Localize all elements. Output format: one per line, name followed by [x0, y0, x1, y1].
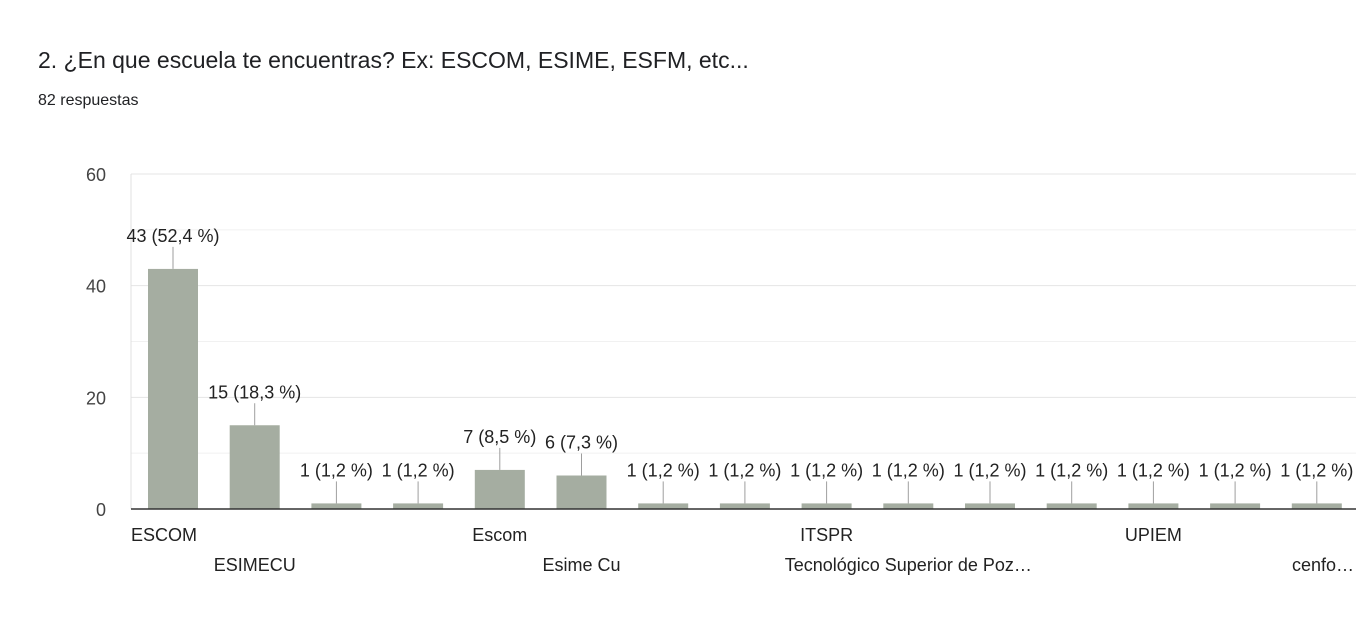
- data-label: 43 (52,4 %): [126, 226, 219, 246]
- x-tick-label: ESCOM: [131, 525, 197, 545]
- bar: [474, 469, 525, 509]
- y-tick-label: 20: [86, 388, 106, 408]
- data-label: 1 (1,2 %): [1280, 460, 1353, 480]
- x-tick-label: ITSPR: [800, 525, 853, 545]
- x-tick-label: cenfo…: [1292, 555, 1354, 575]
- y-tick-label: 0: [96, 500, 106, 520]
- data-label: 6 (7,3 %): [545, 433, 618, 453]
- bar: [1046, 503, 1097, 509]
- bar: [1128, 503, 1179, 509]
- data-label: 1 (1,2 %): [790, 460, 863, 480]
- bar: [638, 503, 689, 509]
- bar: [393, 503, 444, 509]
- x-tick-label: UPIEM: [1125, 525, 1182, 545]
- x-tick-label: Tecnológico Superior de Poz…: [785, 555, 1032, 575]
- data-label: 1 (1,2 %): [1035, 460, 1108, 480]
- bar: [229, 425, 280, 509]
- bar: [1210, 503, 1261, 509]
- bar: [556, 475, 607, 509]
- x-tick-label: ESIMECU: [214, 555, 296, 575]
- x-tick-label: Escom: [472, 525, 527, 545]
- data-label: 1 (1,2 %): [953, 460, 1026, 480]
- bar: [1291, 503, 1342, 509]
- data-label: 7 (8,5 %): [463, 427, 536, 447]
- data-label: 1 (1,2 %): [1199, 460, 1272, 480]
- bar: [148, 268, 198, 509]
- data-label: 1 (1,2 %): [382, 460, 455, 480]
- bar: [965, 503, 1015, 509]
- data-label: 1 (1,2 %): [708, 460, 781, 480]
- response-count: 82 respuestas: [38, 92, 139, 109]
- bar: [719, 503, 770, 509]
- data-label: 1 (1,2 %): [627, 460, 700, 480]
- bar: [311, 503, 362, 509]
- bar: [883, 503, 934, 509]
- x-tick-label: Esime Cu: [542, 555, 620, 575]
- y-tick-label: 40: [86, 277, 106, 297]
- data-label: 1 (1,2 %): [1117, 460, 1190, 480]
- data-label: 1 (1,2 %): [872, 460, 945, 480]
- bar: [801, 503, 852, 509]
- data-label: 15 (18,3 %): [208, 382, 301, 402]
- data-label: 1 (1,2 %): [300, 460, 373, 480]
- question-title: 2. ¿En que escuela te encuentras? Ex: ES…: [38, 47, 749, 73]
- y-tick-label: 60: [86, 165, 106, 185]
